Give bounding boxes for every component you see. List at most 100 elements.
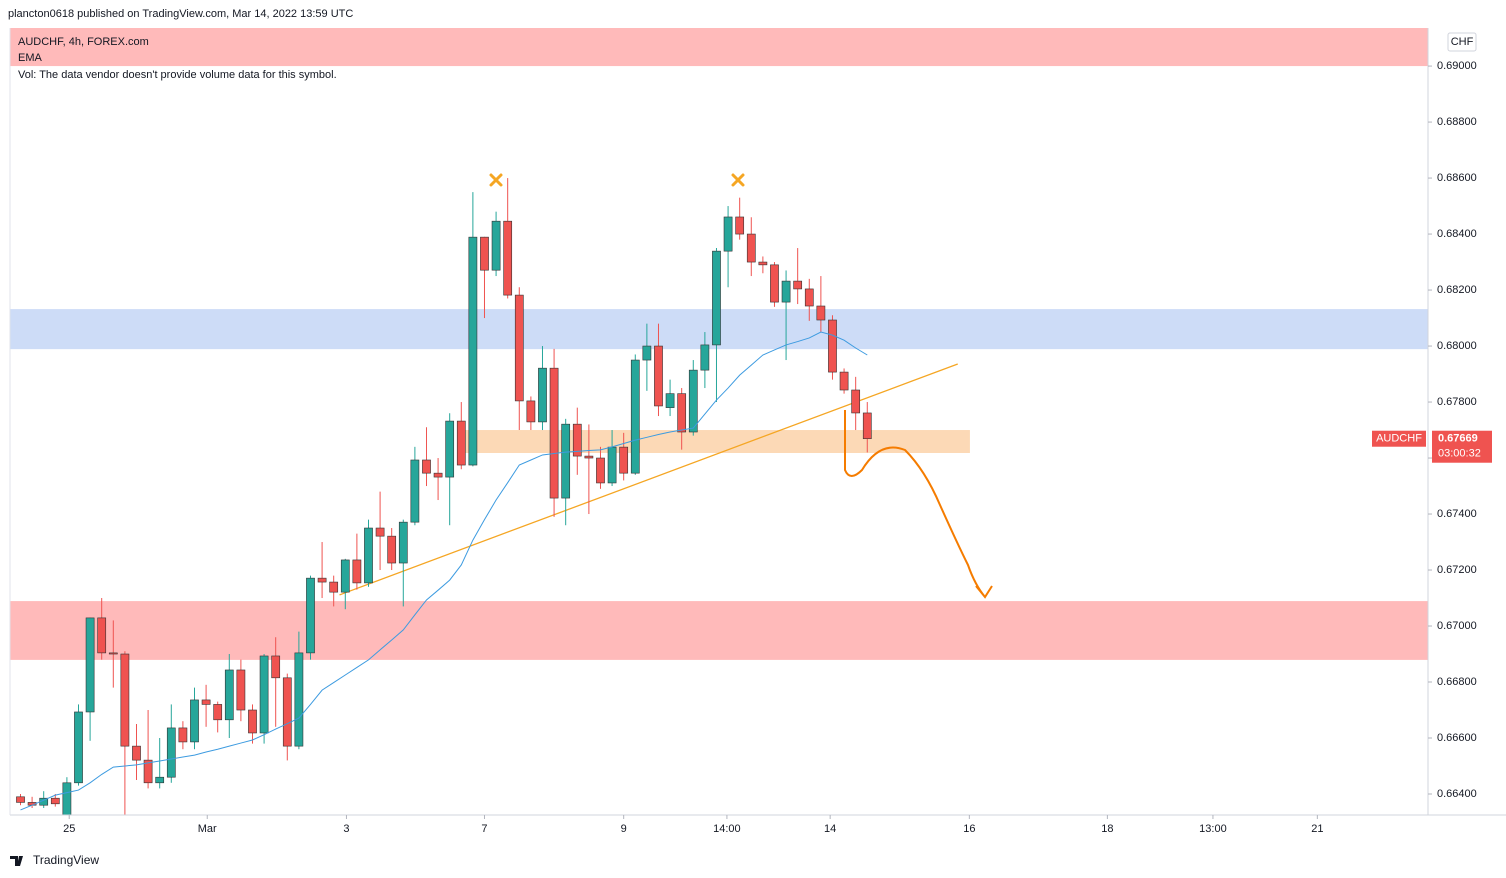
candle-body (120, 653, 130, 747)
candle-body (596, 457, 605, 484)
symbol-legend: AUDCHF, 4h, FOREX.com (18, 36, 149, 48)
y-tick-label: 0.66800 (1437, 676, 1477, 688)
top-marker (731, 173, 745, 187)
candle-body (735, 216, 745, 235)
y-tick-label: 0.68800 (1437, 116, 1477, 128)
candle-body (132, 745, 141, 761)
x-tick-label: Mar (198, 823, 217, 835)
y-tick-label: 0.67200 (1437, 564, 1477, 576)
candle-body (74, 711, 83, 784)
y-tick-label: 0.68600 (1437, 172, 1477, 184)
candle-body (456, 420, 466, 466)
candle-body (700, 344, 710, 371)
zone (10, 601, 1428, 660)
candle-body (665, 393, 675, 408)
candle-body (178, 727, 188, 743)
candle-body (410, 459, 420, 523)
candle-body (422, 459, 431, 474)
candle-body (143, 759, 153, 784)
candle-body (190, 699, 199, 743)
candle-body (758, 261, 768, 266)
price-tag: 0.67669 (1438, 433, 1478, 445)
plot-area (10, 28, 1428, 815)
annotations (489, 173, 745, 187)
y-tick-label: 0.67800 (1437, 396, 1477, 408)
candle-body (201, 699, 211, 705)
candle-body (781, 280, 791, 303)
y-tick-label: 0.68200 (1437, 284, 1477, 296)
candle-body (480, 236, 489, 271)
candle-body (364, 527, 373, 584)
candle-body (387, 535, 397, 564)
indicator-legend: EMA (18, 52, 43, 64)
currency-box[interactable] (1447, 32, 1477, 52)
tradingview-logo (10, 856, 23, 866)
candle-body (770, 264, 779, 303)
candle-body (619, 446, 629, 474)
candle-body (97, 617, 107, 654)
candle-body (248, 709, 257, 734)
candle-body (538, 367, 547, 423)
zone (10, 28, 1428, 67)
candle-body (398, 521, 408, 564)
candle-body (236, 669, 246, 711)
candle-body (514, 294, 524, 402)
candle-body (561, 423, 571, 499)
y-tick-label: 0.67000 (1437, 620, 1477, 632)
candle-body (352, 559, 362, 584)
candle-body (654, 345, 663, 407)
candle-body (503, 220, 513, 296)
candle-body (306, 577, 315, 654)
x-tick-label: 13:00 (1199, 823, 1227, 835)
candle-body (793, 280, 803, 290)
candle-body (688, 369, 698, 433)
candle-body (213, 704, 223, 721)
candle-body (50, 797, 60, 805)
trendline (339, 363, 958, 596)
candle-body (259, 655, 269, 734)
y-tick-label: 0.68400 (1437, 228, 1477, 240)
candle-body (329, 581, 339, 593)
symbol-tag-bg (1372, 430, 1426, 447)
candle-body (862, 412, 872, 440)
candle-body (375, 527, 385, 537)
published-note: plancton0618 published on TradingView.co… (8, 8, 353, 20)
candle-body (85, 617, 95, 713)
countdown: 03:00:32 (1438, 448, 1481, 460)
projection-arrow (844, 410, 993, 599)
x-tick-label: 21 (1311, 823, 1323, 835)
candle-body (816, 305, 826, 321)
x-tick-label: 9 (621, 823, 627, 835)
x-tick-label: 3 (343, 823, 349, 835)
candle-body (108, 652, 118, 655)
candle-body (746, 233, 756, 263)
y-tick-label: 0.68000 (1437, 340, 1477, 352)
candle-body (491, 220, 501, 271)
candle-body (282, 677, 292, 747)
x-tick-label: 14:00 (713, 823, 741, 835)
candle-body (224, 669, 234, 721)
candle-body (155, 776, 165, 784)
candle-body (549, 367, 559, 499)
candle-body (271, 655, 281, 679)
candle-body (526, 400, 536, 423)
candle-body (166, 727, 176, 778)
top-marker (489, 173, 503, 187)
candle-body (468, 236, 478, 466)
candle-body (630, 359, 640, 474)
candle-body (851, 389, 861, 414)
candle-body (16, 796, 25, 803)
candle-body (445, 420, 455, 478)
candle-body (642, 345, 652, 361)
candle-body (294, 652, 304, 747)
y-tick-label: 0.69000 (1437, 60, 1477, 72)
candle-body (340, 559, 350, 593)
ema-line (20, 331, 868, 811)
zone (461, 430, 970, 453)
x-tick-label: 14 (824, 823, 836, 835)
candle-body (712, 250, 721, 346)
x-tick-label: 7 (481, 823, 487, 835)
currency[interactable]: CHF (1451, 36, 1474, 48)
